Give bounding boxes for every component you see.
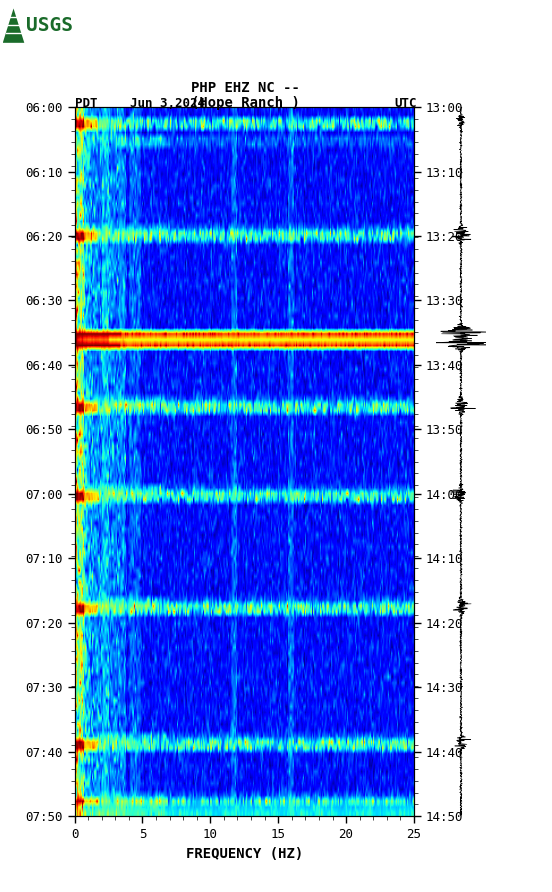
Polygon shape <box>3 8 24 43</box>
Text: PDT: PDT <box>75 96 97 110</box>
Text: UTC: UTC <box>394 96 417 110</box>
Text: PHP EHZ NC --: PHP EHZ NC -- <box>191 81 300 95</box>
Text: (Hope Ranch ): (Hope Ranch ) <box>191 95 300 110</box>
X-axis label: FREQUENCY (HZ): FREQUENCY (HZ) <box>185 847 303 861</box>
Text: Jun 3,2024: Jun 3,2024 <box>130 96 205 110</box>
Text: USGS: USGS <box>26 16 73 35</box>
